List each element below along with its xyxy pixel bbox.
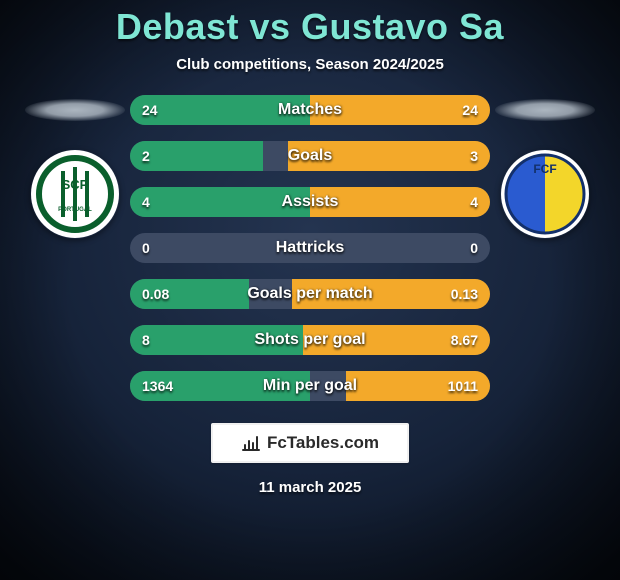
stat-value-right: 0.13 <box>439 279 490 309</box>
watermark-text: FcTables.com <box>267 433 379 453</box>
stat-value-left: 8 <box>130 325 162 355</box>
stat-row: Min per goal13641011 <box>130 371 490 401</box>
stat-value-left: 2 <box>130 141 162 171</box>
page-title: Debast vs Gustavo Sa <box>116 6 504 48</box>
stat-value-left: 0.08 <box>130 279 181 309</box>
club-subtext-left: PORTUGAL <box>58 207 92 213</box>
comparison-row: SCP PORTUGAL Matches2424Goals23Assists44… <box>0 95 620 401</box>
stat-value-right: 0 <box>458 233 490 263</box>
stat-value-right: 1011 <box>436 371 490 401</box>
club-abbrev-left: SCP <box>62 177 89 192</box>
club-abbrev-right: FCF <box>533 162 556 176</box>
club-logo-left: SCP PORTUGAL <box>30 149 120 239</box>
player-right-side: FCF <box>490 95 600 239</box>
stat-value-right: 24 <box>450 95 490 125</box>
stat-row: Hattricks0 0 <box>130 233 490 263</box>
stat-value-right: 4 <box>458 187 490 217</box>
stat-value-left: 24 <box>130 95 170 125</box>
stat-row: Goals per match0.080.13 <box>130 279 490 309</box>
date-text: 11 march 2025 <box>259 479 362 496</box>
player-left-side: SCP PORTUGAL <box>20 95 130 239</box>
stat-value-right: 3 <box>458 141 490 171</box>
chart-icon <box>241 434 261 452</box>
silhouette-shadow-left <box>25 99 125 121</box>
stat-label: Hattricks <box>130 233 490 263</box>
club-logo-right: FCF <box>500 149 590 239</box>
stat-value-left: 0 <box>130 233 162 263</box>
stat-row: Shots per goal88.67 <box>130 325 490 355</box>
stat-row: Assists44 <box>130 187 490 217</box>
subtitle: Club competitions, Season 2024/2025 <box>176 56 444 73</box>
stat-bars: Matches2424Goals23Assists44Hattricks00Go… <box>130 95 490 401</box>
stat-value-right: 8.67 <box>439 325 490 355</box>
stat-row: Goals23 <box>130 141 490 171</box>
silhouette-shadow-right <box>495 99 595 121</box>
watermark: FcTables.com <box>211 423 409 463</box>
stat-value-left: 1364 <box>130 371 185 401</box>
stat-row: Matches2424 <box>130 95 490 125</box>
stat-value-left: 4 <box>130 187 162 217</box>
